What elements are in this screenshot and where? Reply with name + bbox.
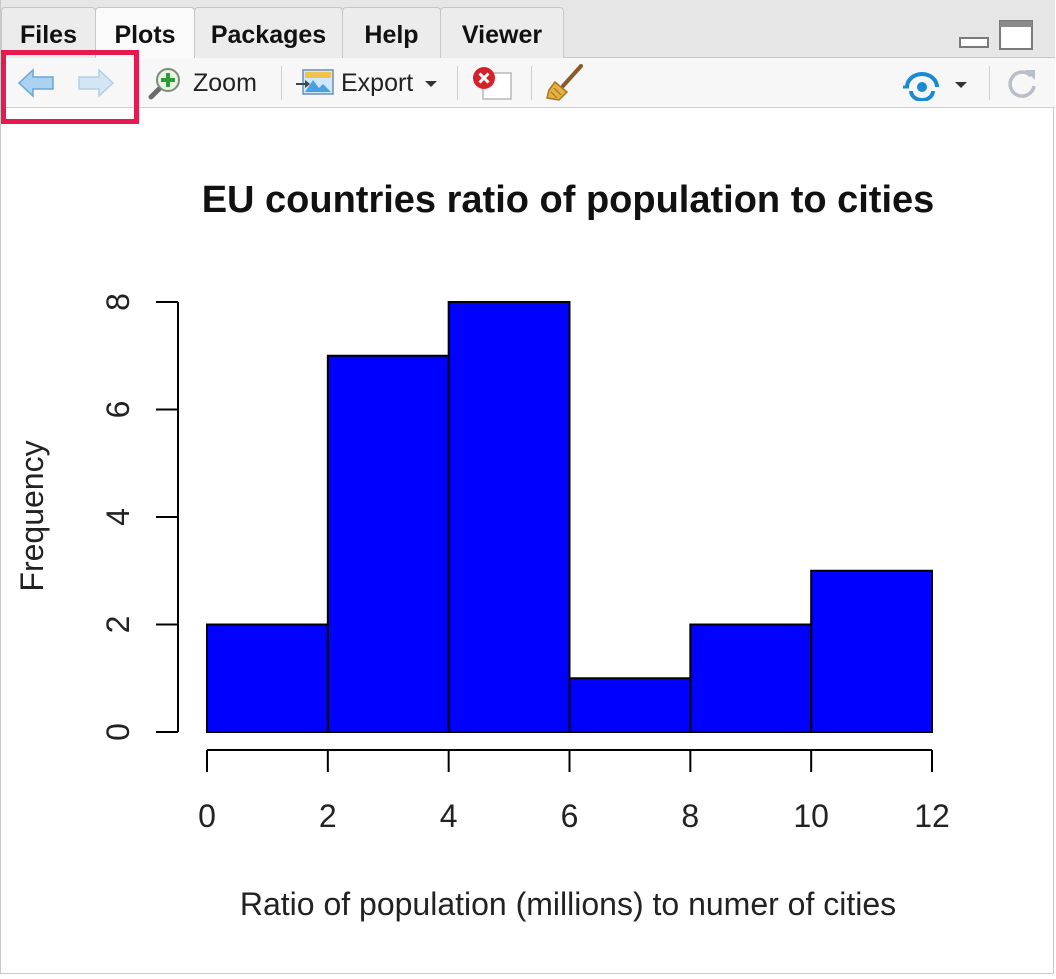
maximize-icon[interactable]: [999, 20, 1033, 50]
histogram-bar-0: [206, 623, 329, 733]
tab-viewer[interactable]: Viewer: [440, 7, 564, 58]
toolbar-divider: [531, 66, 532, 100]
tab-bar: Files Plots Packages Help Viewer: [1, 0, 1055, 59]
x-tick-label: 10: [793, 798, 829, 834]
tab-help[interactable]: Help: [342, 7, 441, 58]
refresh-icon[interactable]: [1005, 66, 1039, 100]
y-tick-label: 8: [100, 293, 136, 311]
plot-area: EU countries ratio of population to citi…: [1, 109, 1055, 974]
zoom-icon: [148, 68, 180, 100]
tab-packages[interactable]: Packages: [194, 7, 343, 58]
x-tick-label: 2: [319, 798, 337, 834]
chevron-down-icon: [425, 81, 438, 87]
x-tick-label: 8: [681, 798, 699, 834]
toolbar-divider: [457, 66, 458, 100]
histogram-chart: EU countries ratio of population to citi…: [14, 179, 950, 922]
toolbar-divider: [281, 66, 282, 100]
x-tick-label: 12: [914, 798, 950, 834]
histogram-bar-2: [447, 301, 571, 733]
chevron-down-icon: [955, 82, 967, 88]
plot-toolbar: Zoom Export: [1, 58, 1055, 108]
x-tick-label: 6: [561, 798, 579, 834]
y-tick-label: 0: [100, 723, 136, 741]
broom-icon[interactable]: [545, 64, 585, 102]
tab-label: Help: [364, 20, 419, 49]
zoom-button[interactable]: Zoom: [147, 64, 257, 102]
tab-label: Files: [20, 20, 77, 49]
histogram-bar-1: [326, 354, 450, 733]
bars-group: [206, 301, 934, 733]
histogram-bar-3: [568, 677, 692, 733]
x-axis: 0 2 4 6 8 10 12: [198, 749, 950, 834]
remove-plot-icon[interactable]: [471, 65, 513, 101]
tab-label: Packages: [210, 20, 327, 49]
export-button[interactable]: Export: [295, 64, 441, 102]
x-tick-label: 4: [440, 798, 458, 834]
publish-icon: [903, 72, 939, 101]
zoom-label: Zoom: [193, 68, 257, 97]
forward-arrow-icon[interactable]: [77, 68, 115, 98]
tab-label: Viewer: [461, 20, 543, 49]
back-arrow-icon[interactable]: [17, 68, 55, 98]
x-axis-label: Ratio of population (millions) to numer …: [240, 886, 896, 922]
tab-plots[interactable]: Plots: [95, 7, 195, 59]
y-tick-label: 2: [100, 616, 136, 634]
y-axis: 0 2 4 6 8: [100, 293, 179, 741]
tab-files[interactable]: Files: [1, 7, 96, 58]
toolbar-divider: [989, 66, 990, 100]
y-axis-label: Frequency: [14, 440, 50, 591]
chart-title: EU countries ratio of population to citi…: [202, 179, 935, 221]
export-icon: [296, 69, 334, 95]
y-tick-label: 6: [100, 401, 136, 419]
export-label: Export: [341, 68, 414, 97]
publish-button[interactable]: [901, 67, 971, 101]
tab-label: Plots: [114, 21, 176, 49]
minimize-icon[interactable]: [959, 20, 989, 48]
y-tick-label: 4: [100, 508, 136, 526]
histogram-bar-5: [810, 569, 934, 733]
x-tick-label: 0: [198, 798, 216, 834]
histogram-bar-4: [689, 623, 813, 733]
